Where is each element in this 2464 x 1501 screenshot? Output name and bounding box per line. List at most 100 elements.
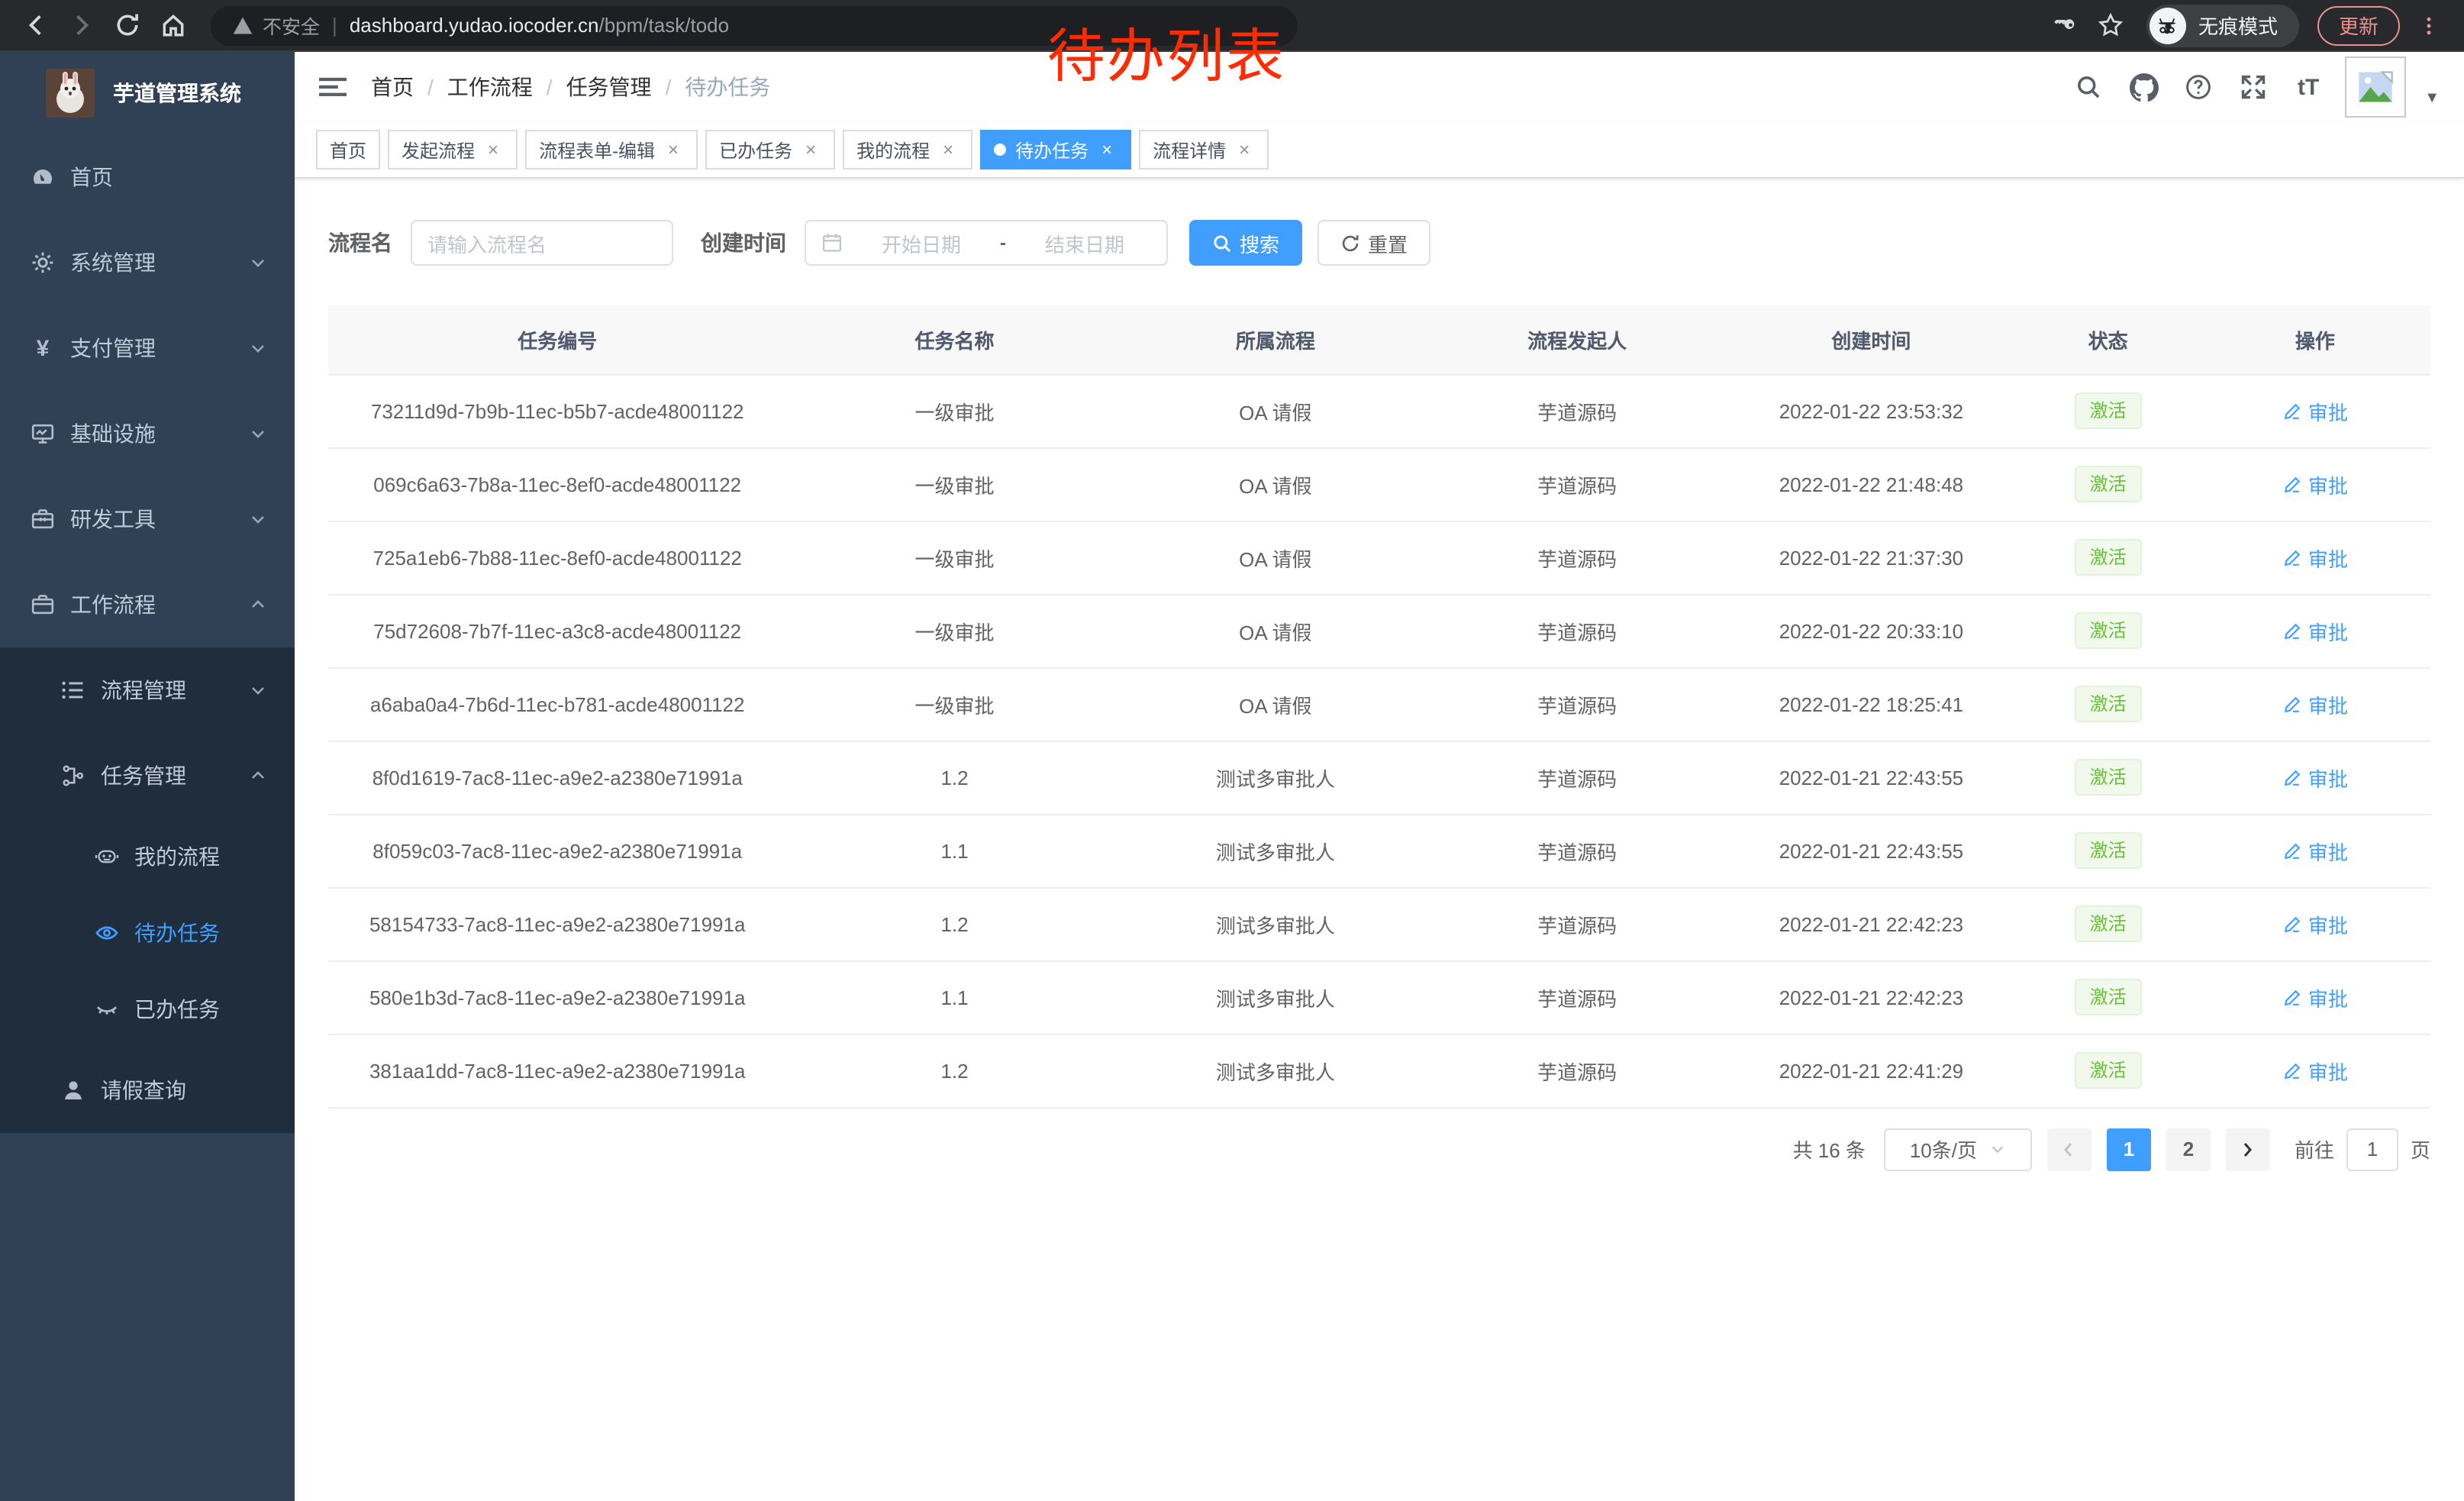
app-title: 芋道管理系统 bbox=[113, 81, 241, 105]
reset-button[interactable]: 重置 bbox=[1317, 220, 1431, 266]
github-icon[interactable] bbox=[2125, 69, 2162, 105]
toolbox-icon bbox=[31, 507, 55, 531]
sidebar-item-label: 基础设施 bbox=[70, 421, 156, 446]
breadcrumb-separator: / bbox=[665, 75, 672, 99]
breadcrumb-workflow[interactable]: 工作流程 bbox=[447, 75, 533, 99]
breadcrumb-current: 待办任务 bbox=[685, 75, 771, 99]
url-divider: | bbox=[332, 14, 337, 37]
sidebar-item-label: 工作流程 bbox=[70, 592, 156, 617]
back-icon[interactable] bbox=[15, 5, 55, 45]
tab-done-tasks[interactable]: 已办任务 × bbox=[705, 130, 836, 169]
next-page-button[interactable] bbox=[2225, 1128, 2270, 1170]
tab-todo-tasks[interactable]: 待办任务 × bbox=[980, 130, 1132, 169]
sidebar-item-task-management[interactable]: 任务管理 bbox=[0, 733, 295, 818]
sidebar-item-done-tasks[interactable]: 已办任务 bbox=[0, 971, 295, 1047]
close-icon[interactable]: × bbox=[1239, 139, 1250, 160]
table-row: 381aa1dd-7ac8-11ec-a9e2-a2380e71991a 1.2… bbox=[328, 1034, 2430, 1108]
sidebar-item-label: 研发工具 bbox=[70, 507, 156, 531]
chevron-down-icon bbox=[1989, 1141, 2006, 1157]
monitor-icon bbox=[31, 421, 55, 446]
sidebar-item-payment[interactable]: ¥ 支付管理 bbox=[0, 305, 295, 391]
close-icon[interactable]: × bbox=[943, 139, 954, 160]
page-size-select[interactable]: 10条/页 bbox=[1883, 1128, 2032, 1170]
address-bar[interactable]: 不安全 | dashboard.yudao.iocoder.cn/bpm/tas… bbox=[211, 5, 1298, 45]
password-key-icon[interactable] bbox=[2046, 5, 2085, 45]
sidebar-item-system[interactable]: 系统管理 bbox=[0, 220, 295, 305]
col-starter: 流程发起人 bbox=[1428, 305, 1727, 375]
browser-menu-icon[interactable] bbox=[2409, 5, 2449, 45]
sidebar-item-process-management[interactable]: 流程管理 bbox=[0, 647, 295, 733]
fullscreen-icon[interactable] bbox=[2235, 69, 2272, 105]
approve-button[interactable]: 审批 bbox=[2282, 763, 2348, 792]
approve-button[interactable]: 审批 bbox=[2282, 836, 2348, 865]
tab-process-form-edit[interactable]: 流程表单-编辑 × bbox=[525, 130, 698, 169]
approve-button[interactable]: 审批 bbox=[2282, 396, 2348, 425]
breadcrumb-task-management[interactable]: 任务管理 bbox=[566, 75, 652, 99]
reload-icon[interactable] bbox=[107, 5, 147, 45]
sidebar-logo[interactable]: 芋道管理系统 bbox=[0, 52, 295, 134]
page-unit-label: 页 bbox=[2410, 1139, 2430, 1162]
browser-update-button[interactable]: 更新 bbox=[2317, 5, 2400, 45]
approve-button[interactable]: 审批 bbox=[2282, 543, 2348, 572]
close-icon[interactable]: × bbox=[668, 139, 679, 160]
end-date-placeholder: 结束日期 bbox=[1044, 233, 1124, 256]
table-row: 069c6a63-7b8a-11ec-8ef0-acde48001122 一级审… bbox=[328, 447, 2430, 521]
tab-my-process[interactable]: 我的流程 × bbox=[843, 130, 973, 169]
prev-page-button[interactable] bbox=[2046, 1128, 2091, 1170]
breadcrumb-separator: / bbox=[427, 75, 434, 99]
calendar-icon bbox=[821, 232, 843, 253]
sidebar-item-leave-query[interactable]: 请假查询 bbox=[0, 1047, 295, 1133]
breadcrumb-home[interactable]: 首页 bbox=[371, 75, 414, 99]
sidebar-item-my-process[interactable]: 我的流程 bbox=[0, 818, 295, 895]
url-text: dashboard.yudao.iocoder.cn/bpm/task/todo bbox=[349, 14, 730, 37]
goto-page-input[interactable]: 1 bbox=[2346, 1128, 2398, 1170]
approve-button[interactable]: 审批 bbox=[2282, 909, 2348, 938]
robot-icon bbox=[95, 844, 119, 869]
tab-start-process[interactable]: 发起流程 × bbox=[388, 130, 518, 169]
page-1-button[interactable]: 1 bbox=[2106, 1128, 2151, 1170]
tab-process-detail[interactable]: 流程详情 × bbox=[1139, 130, 1269, 169]
sidebar-item-infrastructure[interactable]: 基础设施 bbox=[0, 391, 295, 476]
approve-button[interactable]: 审批 bbox=[2282, 1056, 2348, 1085]
process-name-input[interactable]: 请输入流程名 bbox=[411, 220, 673, 266]
task-table: 任务编号 任务名称 所属流程 流程发起人 创建时间 状态 操作 73211d9d… bbox=[328, 305, 2430, 1108]
page-2-button[interactable]: 2 bbox=[2166, 1128, 2211, 1170]
status-badge: 激活 bbox=[2074, 905, 2142, 942]
avatar-caret-icon[interactable]: ▼ bbox=[2424, 89, 2440, 106]
forward-icon[interactable] bbox=[61, 5, 101, 45]
filter-form: 流程名 请输入流程名 创建时间 开始日期 - 结束日期 bbox=[328, 220, 2430, 266]
col-actions: 操作 bbox=[2199, 305, 2430, 375]
search-button[interactable]: 搜索 bbox=[1189, 220, 1303, 266]
approve-button[interactable]: 审批 bbox=[2282, 689, 2348, 718]
sidebar-item-workflow[interactable]: 工作流程 bbox=[0, 562, 295, 647]
approve-button[interactable]: 审批 bbox=[2282, 616, 2348, 645]
approve-button[interactable]: 审批 bbox=[2282, 470, 2348, 499]
sidebar-item-todo-tasks[interactable]: 待办任务 bbox=[0, 895, 295, 971]
org-tree-icon bbox=[61, 763, 85, 788]
sidebar-item-home[interactable]: 首页 bbox=[0, 134, 295, 220]
date-range-input[interactable]: 开始日期 - 结束日期 bbox=[805, 220, 1168, 266]
pagination: 共 16 条 10条/页 1 2 前往 1 bbox=[328, 1128, 2430, 1170]
sidebar-collapse-icon[interactable] bbox=[316, 70, 350, 104]
close-icon[interactable]: × bbox=[1101, 139, 1113, 160]
close-icon[interactable]: × bbox=[488, 139, 499, 160]
close-icon[interactable]: × bbox=[805, 139, 817, 160]
sidebar-item-devtools[interactable]: 研发工具 bbox=[0, 476, 295, 562]
home-icon[interactable] bbox=[153, 5, 192, 45]
table-header-row: 任务编号 任务名称 所属流程 流程发起人 创建时间 状态 操作 bbox=[328, 305, 2430, 375]
status-badge: 激活 bbox=[2074, 759, 2142, 796]
approve-button[interactable]: 审批 bbox=[2282, 983, 2348, 1012]
chevron-down-icon bbox=[249, 339, 267, 357]
help-icon[interactable] bbox=[2180, 69, 2217, 105]
chevron-up-icon bbox=[249, 767, 267, 785]
list-tree-icon bbox=[61, 678, 85, 702]
search-icon[interactable] bbox=[2070, 69, 2107, 105]
font-size-icon[interactable]: tT bbox=[2298, 74, 2320, 100]
browser-toolbar: 不安全 | dashboard.yudao.iocoder.cn/bpm/tas… bbox=[0, 0, 2464, 52]
sidebar: 芋道管理系统 首页 系统管理 ¥ 支付管理 bbox=[0, 52, 295, 1501]
tab-home[interactable]: 首页 bbox=[316, 130, 381, 169]
avatar[interactable] bbox=[2345, 56, 2407, 118]
navbar-actions: tT ▼ bbox=[2070, 56, 2440, 118]
pagination-total: 共 16 条 bbox=[1792, 1139, 1866, 1162]
bookmark-star-icon[interactable] bbox=[2091, 5, 2131, 45]
